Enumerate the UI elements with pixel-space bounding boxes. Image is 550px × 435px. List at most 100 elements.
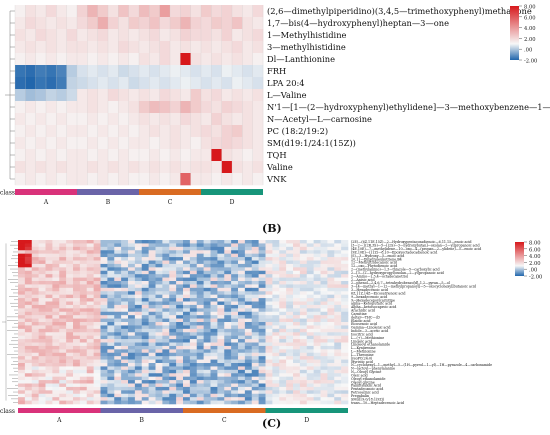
heatmap-cell: [162, 304, 170, 309]
heatmap-cell: [25, 137, 36, 150]
heatmap-cell: [313, 325, 321, 330]
heatmap-cell: [169, 246, 177, 251]
heatmap-cell: [203, 397, 211, 401]
heatmap-cell: [320, 397, 328, 401]
heatmap-cell: [306, 322, 314, 326]
heatmap-cell: [176, 291, 184, 295]
heatmap-cell: [258, 356, 266, 360]
heatmap-cell: [176, 250, 184, 254]
heatmap-cell: [97, 125, 109, 138]
heatmap-cell: [155, 281, 163, 285]
heatmap-cell: [169, 270, 177, 275]
heatmap-cell: [169, 260, 177, 265]
heatmap-cell: [306, 304, 314, 309]
heatmap-cell: [77, 5, 88, 18]
heatmap-cell: [97, 17, 109, 30]
heatmap-cell: [86, 260, 94, 265]
heatmap-cell: [217, 380, 225, 384]
heatmap-cell: [189, 253, 198, 258]
heatmap-cell: [148, 393, 156, 398]
heatmap-cell: [217, 397, 225, 401]
heatmap-cell: [327, 311, 335, 316]
heatmap-cell: [66, 240, 74, 244]
heatmap-cell: [217, 277, 225, 282]
heatmap-cell: [244, 301, 253, 306]
heatmap-cell: [134, 304, 143, 309]
heatmap-cell: [231, 380, 239, 384]
heatmap-cell: [183, 270, 191, 275]
heatmap-cell: [155, 363, 163, 367]
heatmap-cell: [334, 380, 342, 384]
heatmap-cell: [18, 257, 26, 261]
heatmap-cell: [306, 397, 314, 401]
heatmap-cell: [114, 294, 122, 299]
heatmap-cell: [93, 270, 101, 275]
heatmap-cell: [18, 308, 26, 313]
heatmap-cell: [299, 352, 308, 357]
heatmap-cell: [196, 383, 204, 388]
heatmap-cell: [320, 400, 328, 405]
row-label: Elaidic acid: [351, 319, 371, 323]
heatmap-cell: [306, 393, 314, 398]
heatmap-cell: [251, 393, 259, 398]
heatmap-cell: [272, 311, 280, 316]
heatmap-cell: [52, 345, 60, 350]
heatmap-cell: [189, 284, 198, 289]
heatmap-cell: [176, 287, 184, 292]
heatmap-cell: [155, 267, 163, 272]
heatmap-cell: [52, 383, 60, 388]
heatmap-cell: [189, 240, 198, 244]
heatmap-cell: [210, 274, 218, 278]
heatmap-cell: [128, 29, 140, 42]
heatmap-cell: [79, 287, 88, 292]
heatmap-cell: [286, 243, 294, 248]
heatmap-cell: [46, 5, 57, 18]
heatmap-cell: [210, 298, 218, 302]
heatmap-cell: [224, 304, 232, 309]
heatmap-cell: [134, 359, 143, 364]
heatmap-cell: [45, 376, 53, 381]
heatmap-cell: [73, 332, 81, 336]
heatmap-cell: [293, 400, 301, 405]
heatmap-cell: [203, 267, 211, 272]
heatmap-cell: [93, 291, 101, 295]
heatmap-cell: [196, 287, 204, 292]
heatmap-cell: [45, 311, 53, 316]
heatmap-cell: [238, 294, 246, 299]
heatmap-cell: [231, 397, 239, 401]
heatmap-cell: [189, 342, 198, 347]
heatmap-cell: [203, 284, 211, 289]
heatmap-cell: [244, 304, 253, 309]
row-label: (3—2—1(2R,3S)—5—[(2S)—3—hydroxybutan]—ox…: [351, 244, 480, 248]
heatmap-cell: [293, 287, 301, 292]
heatmap-cell: [176, 380, 184, 384]
heatmap-cell: [121, 253, 129, 258]
heatmap-cell: [217, 352, 225, 357]
heatmap-cell: [327, 298, 335, 302]
row-label: (2E)—(6Z,11E,15Z)—2—Hydroxypentacosadien…: [351, 240, 472, 244]
heatmap-cell: [141, 246, 149, 251]
heatmap-cell: [31, 298, 39, 302]
heatmap-cell: [251, 270, 259, 275]
heatmap-cell: [244, 257, 253, 261]
row-label: 2—Anisic acid: [351, 278, 375, 282]
heatmap-cell: [231, 253, 239, 258]
heatmap-cell: [93, 369, 101, 374]
heatmap-cell: [128, 267, 136, 272]
heatmap-cell: [217, 325, 225, 330]
heatmap-cell: [189, 325, 198, 330]
heatmap-cell: [201, 77, 212, 90]
heatmap-cell: [66, 65, 78, 78]
heatmap-cell: [66, 345, 74, 350]
heatmap-cell: [149, 161, 160, 174]
heatmap-cell: [279, 246, 287, 251]
heatmap-cell: [251, 322, 259, 326]
heatmap-cell: [86, 352, 94, 357]
heatmap-cell: [272, 315, 280, 319]
heatmap-cell: [162, 311, 170, 316]
heatmap-cell: [100, 277, 108, 282]
heatmap-cell: [242, 161, 253, 174]
row-label: Petroselinic acid: [351, 391, 380, 395]
heatmap-cell: [128, 294, 136, 299]
heatmap-cell: [31, 366, 39, 371]
